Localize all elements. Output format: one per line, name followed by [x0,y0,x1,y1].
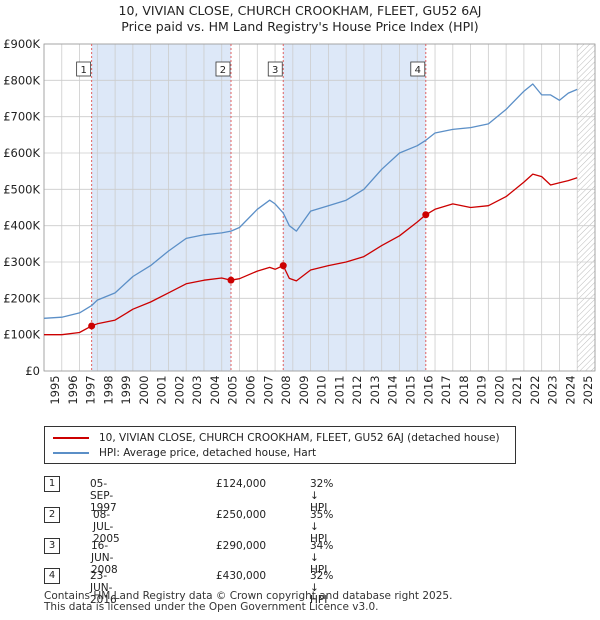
x-tick-label: 2005 [226,375,240,404]
y-tick-label: £700K [3,110,40,124]
x-tick-label: 2000 [137,375,151,404]
transaction-price: £290,000 [216,540,267,552]
x-tick-label: 2011 [332,375,346,404]
price-paid-line [44,173,578,336]
x-tick-label: 2019 [475,375,489,404]
y-tick-label: £100K [3,328,40,342]
transaction-number-box [267,61,283,77]
x-tick-label: 2018 [457,375,471,404]
legend-label-hpi: HPI: Average price, detached house, Hart [99,447,317,459]
transaction-badge: 2 [44,507,60,523]
x-tick-label: 1998 [101,375,115,404]
y-tick-label: £200K [3,291,40,305]
ownership-shade [91,44,231,371]
x-tick-label: 2020 [492,375,506,404]
forecast-hatch [577,44,595,371]
hpi-line [43,83,578,319]
x-tick-label: 2012 [350,375,364,404]
transaction-badge: 1 [44,476,60,492]
x-tick-label: 1999 [119,375,133,404]
chart-legend: 10, VIVIAN CLOSE, CHURCH CROOKHAM, FLEET… [44,426,516,464]
transaction-price: £430,000 [216,570,267,582]
price-chart: £0 £100K £200K £300K £400K £500K £600K £700K £80… [3,37,600,405]
x-tick-label: 2025 [581,375,595,404]
y-tick-label: £600K [3,146,40,160]
legend-item-hpi: HPI: Average price, detached house, Hart [53,447,316,459]
footer-copyright: Contains HM Land Registry data © Crown c… [44,590,453,602]
transaction-number-label: 3 [272,65,278,76]
transaction-number-box [410,61,426,77]
y-tick-label: £300K [3,255,40,269]
transaction-date: 16-JUN-2008 [91,540,118,576]
transaction-point [422,211,430,219]
y-tick-label: £900K [3,37,40,51]
x-tick-label: 2009 [297,375,311,404]
y-tick-label: £800K [3,73,40,87]
plot-border [43,43,596,372]
transaction-point [88,322,96,330]
transaction-number-label: 1 [80,65,86,76]
transaction-hpi-diff: 35% ↓ HPI [310,509,334,545]
x-tick-label: 2021 [510,375,524,404]
transaction-point [279,262,287,270]
x-tick-label: 2001 [155,375,169,404]
transaction-date: 08-JUL-2005 [93,509,120,545]
transaction-number-box [215,61,231,77]
transaction-number-label: 2 [220,65,226,76]
transaction-number-label: 4 [415,65,421,76]
footer-licence: This data is licensed under the Open Gov… [44,601,379,613]
x-tick-label: 2010 [315,375,329,404]
x-tick-label: 2002 [172,375,186,404]
transaction-badge: 3 [44,538,60,554]
x-tick-label: 2015 [403,375,417,404]
x-tick-label: 2006 [244,375,258,404]
transaction-hpi-diff: 34% ↓ HPI [310,540,334,576]
x-tick-label: 2004 [208,375,222,404]
transaction-price: £124,000 [216,478,267,490]
legend-label-price-paid: 10, VIVIAN CLOSE, CHURCH CROOKHAM, FLEET… [99,432,500,444]
y-tick-label: £400K [3,219,40,233]
x-tick-label: 1996 [66,375,80,404]
x-tick-label: 2017 [439,375,453,404]
x-tick-label: 2013 [368,375,382,404]
x-tick-label: 2023 [546,375,560,404]
x-tick-label: 2016 [421,375,435,404]
legend-swatch-hpi [53,452,89,454]
chart-title-line2: Price paid vs. HM Land Registry's House … [121,19,479,34]
ownership-shade [283,44,426,371]
legend-item-price-paid: 10, VIVIAN CLOSE, CHURCH CROOKHAM, FLEET… [53,432,500,444]
x-tick-label: 2003 [190,375,204,404]
y-tick-label: £500K [3,182,40,196]
transaction-date: 23-JUN-2016 [90,570,117,606]
legend-swatch-price-paid [53,437,89,439]
transaction-hpi-diff: 32% ↓ HPI [310,478,334,514]
transaction-point [227,276,235,284]
chart-title-line1: 10, VIVIAN CLOSE, CHURCH CROOKHAM, FLEET… [118,3,482,18]
x-tick-label: 2014 [386,375,400,404]
x-tick-label: 1997 [84,375,98,404]
x-tick-label: 2008 [279,375,293,404]
transaction-number-box [76,61,92,77]
x-tick-label: 1995 [48,375,62,404]
x-tick-label: 2024 [563,375,577,404]
transaction-date: 05-SEP-1997 [90,478,117,514]
y-tick-label: £0 [25,364,40,378]
x-tick-label: 2007 [261,375,275,404]
x-tick-label: 2022 [528,375,542,404]
transaction-badge: 4 [44,568,60,584]
transaction-price: £250,000 [216,509,267,521]
transaction-hpi-diff: 32% ↓ HPI [310,570,334,606]
